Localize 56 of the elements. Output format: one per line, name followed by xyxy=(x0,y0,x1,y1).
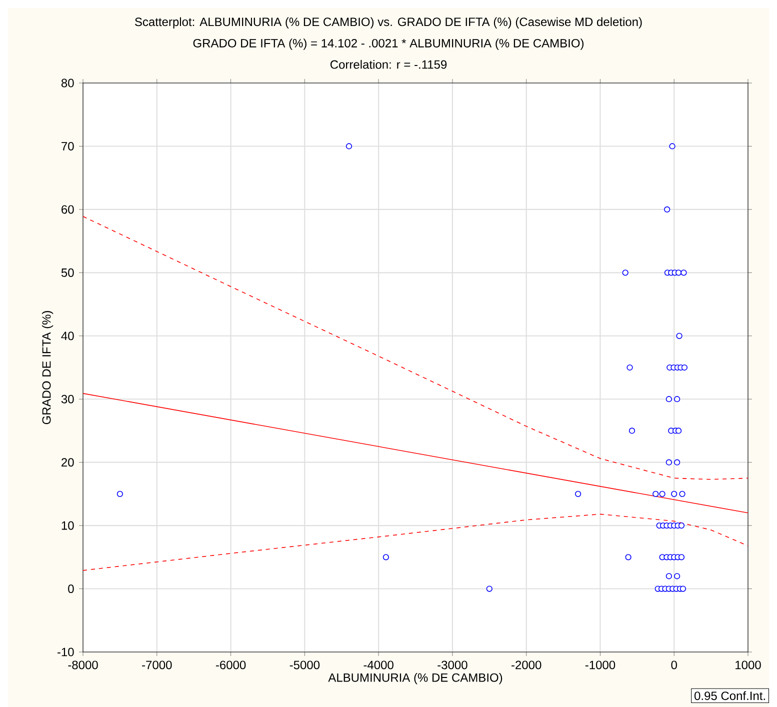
point xyxy=(486,586,492,592)
y-tick-label: 50 xyxy=(61,268,74,277)
x-axis-title: ALBUMINURIA (% DE CAMBIO) xyxy=(328,673,502,684)
point xyxy=(666,396,672,402)
x-tick-label: -2000 xyxy=(512,660,542,670)
point xyxy=(622,270,628,276)
point xyxy=(678,554,685,560)
y-tick-label: 40 xyxy=(61,332,74,340)
y-tick-label: 10 xyxy=(62,521,74,530)
point xyxy=(676,332,682,339)
y-tick-label: 20 xyxy=(62,458,74,467)
point xyxy=(680,586,686,592)
y-tick-label: -10 xyxy=(57,648,74,656)
point xyxy=(678,522,685,529)
x-tick-label: -3000 xyxy=(438,660,468,670)
text: 0.95 Conf.Int. xyxy=(694,691,765,700)
point xyxy=(675,270,682,276)
x-tick-label: -1000 xyxy=(585,660,616,670)
y-tick-label: 0 xyxy=(68,584,74,594)
point xyxy=(666,459,672,466)
x-tick-label: -4000 xyxy=(364,660,394,670)
point xyxy=(674,573,680,580)
text: Correlation: r = -.1159 xyxy=(330,60,447,69)
point xyxy=(116,490,124,498)
point xyxy=(659,490,666,498)
x-tick-label: -8000 xyxy=(68,660,98,670)
point xyxy=(671,490,678,498)
point xyxy=(628,428,636,434)
y-tick-label: 70 xyxy=(62,142,74,150)
point xyxy=(574,490,582,498)
x-tick-label: -6000 xyxy=(216,660,246,670)
point xyxy=(666,573,672,580)
point xyxy=(664,206,670,213)
point xyxy=(669,143,676,150)
y-axis-title: GRADO DE IFTA (%) xyxy=(42,311,54,424)
x-tick-label: 0 xyxy=(671,660,677,670)
x-tick-label: -5000 xyxy=(290,660,320,670)
line-series xyxy=(83,216,748,480)
x-tick-label: -7000 xyxy=(142,660,172,670)
point xyxy=(680,270,687,276)
point xyxy=(346,143,352,150)
y-tick-label: 80 xyxy=(61,78,74,88)
x-tick-label: 1000 xyxy=(736,660,761,670)
point xyxy=(382,554,390,560)
point xyxy=(626,364,633,371)
chart-title: Scatterplot: ALBUMINURIA (% DE CAMBIO) vs. GRADO DE IFTA (%) (Casewise MD deletion) xyxy=(135,17,642,28)
point xyxy=(674,459,680,466)
point xyxy=(679,490,686,498)
point xyxy=(681,364,688,371)
point xyxy=(674,396,680,402)
chart-subtitle: GRADO DE IFTA (%) = 14.102 - .0021 * ALBUMINURIA (% DE CAMBIO) xyxy=(193,38,584,50)
point xyxy=(652,490,659,498)
y-tick-label: 30 xyxy=(61,394,74,404)
y-tick-label: 60 xyxy=(62,205,74,214)
point xyxy=(625,554,632,560)
point xyxy=(675,428,682,434)
